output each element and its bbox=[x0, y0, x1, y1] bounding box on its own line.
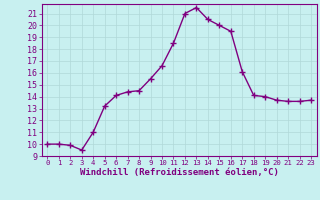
X-axis label: Windchill (Refroidissement éolien,°C): Windchill (Refroidissement éolien,°C) bbox=[80, 168, 279, 177]
